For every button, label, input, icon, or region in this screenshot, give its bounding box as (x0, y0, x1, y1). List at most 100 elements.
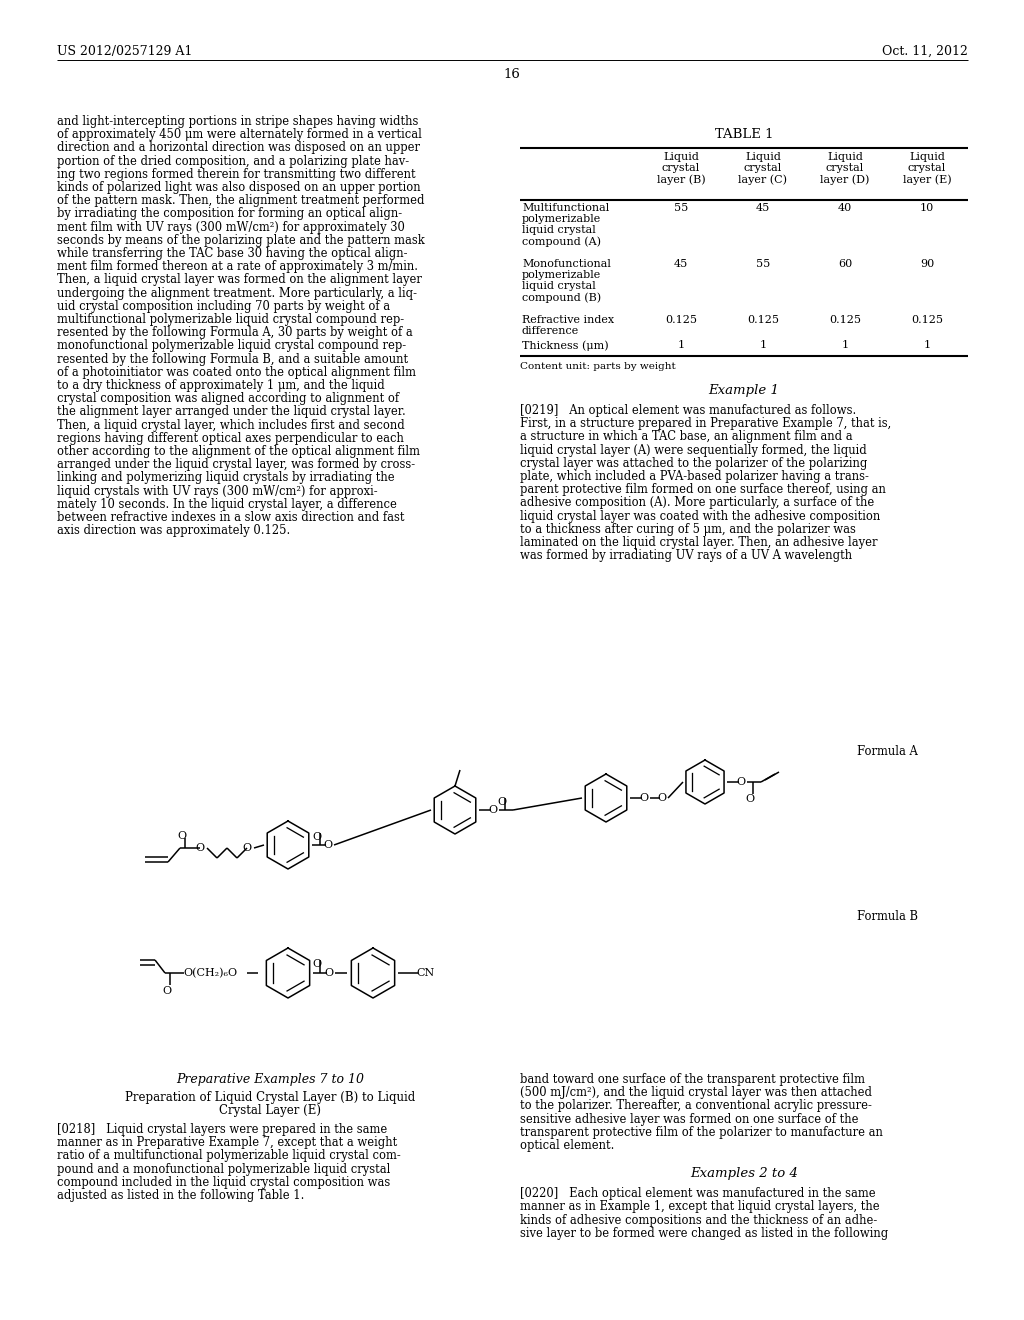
Text: Preparation of Liquid Crystal Layer (B) to Liquid: Preparation of Liquid Crystal Layer (B) … (125, 1092, 415, 1104)
Text: 45: 45 (674, 259, 688, 269)
Text: difference: difference (522, 326, 580, 337)
Text: Crystal Layer (E): Crystal Layer (E) (219, 1104, 321, 1117)
Text: polymerizable: polymerizable (522, 271, 601, 280)
Text: sive layer to be formed were changed as listed in the following: sive layer to be formed were changed as … (520, 1226, 888, 1239)
Text: crystal: crystal (908, 162, 946, 173)
Text: ing two regions formed therein for transmitting two different: ing two regions formed therein for trans… (57, 168, 416, 181)
Text: O: O (243, 843, 252, 853)
Text: band toward one surface of the transparent protective film: band toward one surface of the transpare… (520, 1073, 865, 1086)
Text: (500 mJ/cm²), and the liquid crystal layer was then attached: (500 mJ/cm²), and the liquid crystal lay… (520, 1086, 872, 1100)
Text: Liquid: Liquid (827, 152, 863, 162)
Text: 1: 1 (760, 341, 767, 350)
Text: 0.125: 0.125 (665, 315, 697, 325)
Text: layer (E): layer (E) (903, 174, 951, 185)
Text: arranged under the liquid crystal layer, was formed by cross-: arranged under the liquid crystal layer,… (57, 458, 415, 471)
Text: O: O (325, 968, 334, 978)
Text: crystal: crystal (826, 162, 864, 173)
Text: 0.125: 0.125 (746, 315, 779, 325)
Text: 1: 1 (842, 341, 849, 350)
Text: uid crystal composition including 70 parts by weight of a: uid crystal composition including 70 par… (57, 300, 390, 313)
Text: undergoing the alignment treatment. More particularly, a liq-: undergoing the alignment treatment. More… (57, 286, 417, 300)
Text: layer (B): layer (B) (656, 174, 706, 185)
Text: adjusted as listed in the following Table 1.: adjusted as listed in the following Tabl… (57, 1189, 304, 1203)
Text: Formula B: Formula B (857, 909, 918, 923)
Text: O: O (498, 797, 507, 807)
Text: ment film formed thereon at a rate of approximately 3 m/min.: ment film formed thereon at a rate of ap… (57, 260, 418, 273)
Text: First, in a structure prepared in Preparative Example 7, that is,: First, in a structure prepared in Prepar… (520, 417, 891, 430)
Text: O: O (163, 986, 172, 997)
Text: Then, a liquid crystal layer, which includes first and second: Then, a liquid crystal layer, which incl… (57, 418, 404, 432)
Text: multifunctional polymerizable liquid crystal compound rep-: multifunctional polymerizable liquid cry… (57, 313, 404, 326)
Text: Formula A: Formula A (857, 744, 918, 758)
Text: Examples 2 to 4: Examples 2 to 4 (690, 1167, 798, 1180)
Text: portion of the dried composition, and a polarizing plate hav-: portion of the dried composition, and a … (57, 154, 410, 168)
Text: transparent protective film of the polarizer to manufacture an: transparent protective film of the polar… (520, 1126, 883, 1139)
Text: liquid crystal layer was coated with the adhesive composition: liquid crystal layer was coated with the… (520, 510, 881, 523)
Text: Thickness (μm): Thickness (μm) (522, 341, 608, 351)
Text: laminated on the liquid crystal layer. Then, an adhesive layer: laminated on the liquid crystal layer. T… (520, 536, 878, 549)
Text: Oct. 11, 2012: Oct. 11, 2012 (882, 45, 968, 58)
Text: layer (C): layer (C) (738, 174, 787, 185)
Text: TABLE 1: TABLE 1 (715, 128, 773, 141)
Text: mately 10 seconds. In the liquid crystal layer, a difference: mately 10 seconds. In the liquid crystal… (57, 498, 397, 511)
Text: 1: 1 (678, 341, 685, 350)
Text: a structure in which a TAC base, an alignment film and a: a structure in which a TAC base, an alig… (520, 430, 853, 444)
Text: [0219]   An optical element was manufactured as follows.: [0219] An optical element was manufactur… (520, 404, 856, 417)
Text: 10: 10 (920, 203, 934, 213)
Text: 40: 40 (838, 203, 852, 213)
Text: the alignment layer arranged under the liquid crystal layer.: the alignment layer arranged under the l… (57, 405, 406, 418)
Text: kinds of polarized light was also disposed on an upper portion: kinds of polarized light was also dispos… (57, 181, 421, 194)
Text: polymerizable: polymerizable (522, 214, 601, 224)
Text: crystal: crystal (662, 162, 700, 173)
Text: and light-intercepting portions in stripe shapes having widths: and light-intercepting portions in strip… (57, 115, 419, 128)
Text: seconds by means of the polarizing plate and the pattern mask: seconds by means of the polarizing plate… (57, 234, 425, 247)
Text: was formed by irradiating UV rays of a UV A wavelength: was formed by irradiating UV rays of a U… (520, 549, 852, 562)
Text: Content unit: parts by weight: Content unit: parts by weight (520, 362, 676, 371)
Text: of approximately 450 μm were alternately formed in a vertical: of approximately 450 μm were alternately… (57, 128, 422, 141)
Text: Liquid: Liquid (664, 152, 699, 162)
Text: crystal: crystal (743, 162, 782, 173)
Text: compound (A): compound (A) (522, 236, 601, 247)
Text: regions having different optical axes perpendicular to each: regions having different optical axes pe… (57, 432, 403, 445)
Text: direction and a horizontal direction was disposed on an upper: direction and a horizontal direction was… (57, 141, 420, 154)
Text: liquid crystal: liquid crystal (522, 281, 596, 290)
Text: to the polarizer. Thereafter, a conventional acrylic pressure-: to the polarizer. Thereafter, a conventi… (520, 1100, 871, 1113)
Text: Monofunctional: Monofunctional (522, 259, 611, 269)
Text: US 2012/0257129 A1: US 2012/0257129 A1 (57, 45, 193, 58)
Text: linking and polymerizing liquid crystals by irradiating the: linking and polymerizing liquid crystals… (57, 471, 394, 484)
Text: 0.125: 0.125 (911, 315, 943, 325)
Text: resented by the following Formula B, and a suitable amount: resented by the following Formula B, and… (57, 352, 409, 366)
Text: compound (B): compound (B) (522, 292, 601, 302)
Text: O: O (312, 832, 322, 842)
Text: ratio of a multifunctional polymerizable liquid crystal com-: ratio of a multifunctional polymerizable… (57, 1150, 400, 1163)
Text: parent protective film formed on one surface thereof, using an: parent protective film formed on one sur… (520, 483, 886, 496)
Text: Multifunctional: Multifunctional (522, 203, 609, 213)
Text: [0220]   Each optical element was manufactured in the same: [0220] Each optical element was manufact… (520, 1187, 876, 1200)
Text: O(CH₂)₆O: O(CH₂)₆O (183, 968, 238, 978)
Text: Then, a liquid crystal layer was formed on the alignment layer: Then, a liquid crystal layer was formed … (57, 273, 422, 286)
Text: between refractive indexes in a slow axis direction and fast: between refractive indexes in a slow axi… (57, 511, 404, 524)
Text: monofunctional polymerizable liquid crystal compound rep-: monofunctional polymerizable liquid crys… (57, 339, 407, 352)
Text: adhesive composition (A). More particularly, a surface of the: adhesive composition (A). More particula… (520, 496, 874, 510)
Text: 45: 45 (756, 203, 770, 213)
Text: O: O (488, 805, 498, 814)
Text: [0218]   Liquid crystal layers were prepared in the same: [0218] Liquid crystal layers were prepar… (57, 1123, 387, 1137)
Text: while transferring the TAC base 30 having the optical align-: while transferring the TAC base 30 havin… (57, 247, 408, 260)
Text: 16: 16 (504, 69, 520, 81)
Text: to a thickness after curing of 5 μm, and the polarizer was: to a thickness after curing of 5 μm, and… (520, 523, 856, 536)
Text: CN: CN (416, 968, 434, 978)
Text: liquid crystal: liquid crystal (522, 224, 596, 235)
Text: of a photoinitiator was coated onto the optical alignment film: of a photoinitiator was coated onto the … (57, 366, 416, 379)
Text: 55: 55 (756, 259, 770, 269)
Text: compound included in the liquid crystal composition was: compound included in the liquid crystal … (57, 1176, 390, 1189)
Text: pound and a monofunctional polymerizable liquid crystal: pound and a monofunctional polymerizable… (57, 1163, 390, 1176)
Text: kinds of adhesive compositions and the thickness of an adhe-: kinds of adhesive compositions and the t… (520, 1213, 878, 1226)
Text: Liquid: Liquid (909, 152, 945, 162)
Text: axis direction was approximately 0.125.: axis direction was approximately 0.125. (57, 524, 290, 537)
Text: Liquid: Liquid (745, 152, 781, 162)
Text: O: O (745, 795, 755, 804)
Text: manner as in Example 1, except that liquid crystal layers, the: manner as in Example 1, except that liqu… (520, 1200, 880, 1213)
Text: by irradiating the composition for forming an optical align-: by irradiating the composition for formi… (57, 207, 402, 220)
Text: of the pattern mask. Then, the alignment treatment performed: of the pattern mask. Then, the alignment… (57, 194, 425, 207)
Text: 1: 1 (924, 341, 931, 350)
